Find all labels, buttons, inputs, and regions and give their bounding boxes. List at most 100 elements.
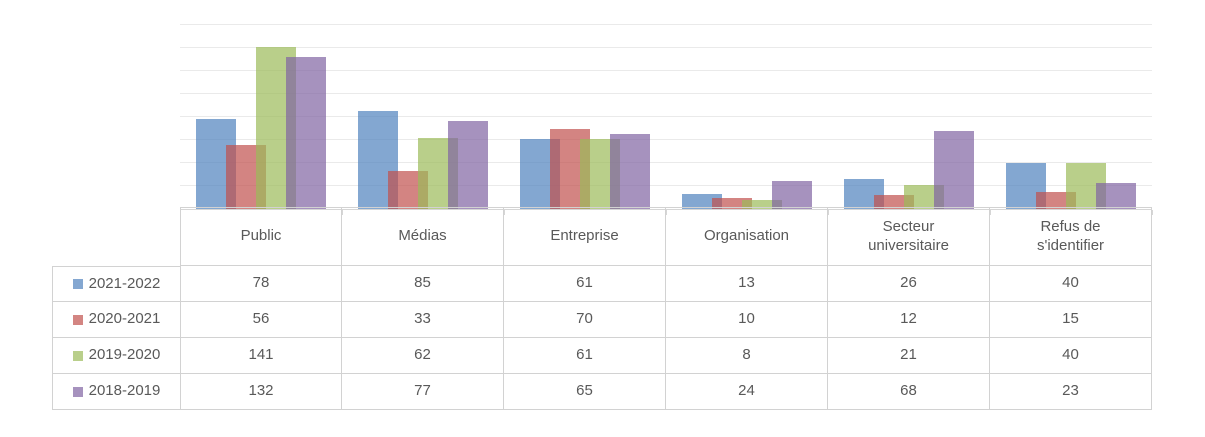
- value-label: 24: [738, 382, 755, 400]
- axis-tick: [990, 210, 991, 215]
- x-axis-line: [180, 209, 1152, 210]
- bar-group: [990, 25, 1152, 209]
- value-cell: 65: [504, 374, 666, 410]
- axis-tick: [342, 210, 343, 215]
- value-cell: 56: [180, 302, 342, 338]
- value-label: 65: [576, 382, 593, 400]
- value-label: 78: [252, 274, 270, 292]
- value-cell: 62: [342, 338, 504, 374]
- value-label: 40: [1062, 346, 1079, 364]
- gridline: [180, 116, 1152, 117]
- bar-group: [504, 25, 666, 209]
- value-label: 77: [414, 382, 431, 400]
- value-cell: 132: [180, 374, 342, 410]
- gridline: [180, 70, 1152, 71]
- value-label: 141: [248, 346, 274, 364]
- value-cell: 40: [990, 338, 1152, 374]
- value-label: 132: [248, 382, 274, 400]
- data-table: Public Médias Entreprise Organisation Secteu…: [52, 207, 1152, 410]
- bar-group: [180, 25, 342, 209]
- value-label: 40: [1062, 274, 1079, 292]
- value-cell: 23: [990, 374, 1152, 410]
- gridline: [180, 24, 1152, 25]
- series-name: 2021-2022: [88, 274, 161, 292]
- category-header-cell: Refus de s'identifier: [990, 207, 1152, 266]
- plot-area: [180, 24, 1153, 215]
- value-cell: 8: [666, 338, 828, 374]
- bar-2020-2021: [712, 197, 752, 209]
- value-label: 68: [900, 382, 917, 400]
- gridline: [180, 162, 1152, 163]
- value-cell: 24: [666, 374, 828, 410]
- value-cell: 70: [504, 302, 666, 338]
- bar-2019-2020: [742, 199, 782, 209]
- category-header-cell: Organisation: [666, 207, 828, 266]
- series-name: 2019-2020: [88, 346, 161, 364]
- bar-2018-2019: [772, 181, 812, 209]
- value-cell: 85: [342, 266, 504, 302]
- bar-group: [828, 25, 990, 209]
- bar-2018-2019: [934, 130, 974, 209]
- legend-marker: [72, 279, 83, 289]
- value-label: 61: [576, 274, 593, 292]
- category-header-cell: Entreprise: [504, 207, 666, 266]
- value-cell: 68: [828, 374, 990, 410]
- value-label: 70: [576, 310, 593, 328]
- value-cell: 21: [828, 338, 990, 374]
- gridline: [180, 93, 1152, 94]
- axis-tick: [666, 210, 667, 215]
- bar-2018-2019: [286, 57, 326, 209]
- table-corner-cell: [52, 207, 180, 266]
- series-legend-cell: 2019-2020: [52, 338, 180, 374]
- value-cell: 61: [504, 266, 666, 302]
- category-header-cell: Médias: [342, 207, 504, 266]
- gridline: [180, 185, 1152, 186]
- bar-2018-2019: [1096, 182, 1136, 209]
- value-cell: 12: [828, 302, 990, 338]
- category-label: Public: [240, 227, 282, 245]
- bar-2018-2019: [610, 134, 650, 209]
- axis-tick: [1152, 210, 1153, 215]
- value-label: 61: [576, 346, 593, 364]
- series-legend-cell: 2021-2022: [52, 266, 180, 302]
- value-label: 8: [742, 346, 751, 364]
- axis-tick: [504, 210, 505, 215]
- value-label: 62: [414, 346, 431, 364]
- category-label: Organisation: [703, 227, 790, 245]
- value-label: 26: [900, 274, 917, 292]
- category-header-cell: Secteur universitaire: [828, 207, 990, 266]
- value-cell: 15: [990, 302, 1152, 338]
- axis-tick: [828, 210, 829, 215]
- value-cell: 10: [666, 302, 828, 338]
- legend-marker: [72, 350, 83, 361]
- value-label: 56: [252, 310, 270, 328]
- value-label: 12: [900, 310, 917, 328]
- bar-2018-2019: [448, 120, 488, 209]
- value-cell: 61: [504, 338, 666, 374]
- gridline: [180, 47, 1152, 48]
- category-label: Secteur universitaire: [868, 217, 949, 254]
- category-label: Entreprise: [550, 227, 619, 245]
- value-label: 10: [738, 310, 755, 328]
- value-label: 33: [414, 310, 431, 328]
- value-label: 21: [900, 346, 917, 364]
- series-name: 2018-2019: [88, 382, 161, 400]
- gridline: [180, 139, 1152, 140]
- value-label: 13: [738, 274, 755, 292]
- value-label: 85: [414, 274, 431, 292]
- value-cell: 33: [342, 302, 504, 338]
- value-cell: 26: [828, 266, 990, 302]
- value-cell: 77: [342, 374, 504, 410]
- bar-group: [666, 25, 828, 209]
- value-cell: 13: [666, 266, 828, 302]
- category-header-cell: Public: [180, 207, 342, 266]
- legend-marker: [72, 386, 83, 397]
- value-cell: 141: [180, 338, 342, 374]
- category-label: Médias: [398, 227, 447, 245]
- value-label: 15: [1062, 310, 1079, 328]
- series-name: 2020-2021: [88, 310, 161, 328]
- legend-marker: [72, 314, 83, 325]
- category-label: Refus de s'identifier: [1036, 217, 1105, 254]
- value-cell: 78: [180, 266, 342, 302]
